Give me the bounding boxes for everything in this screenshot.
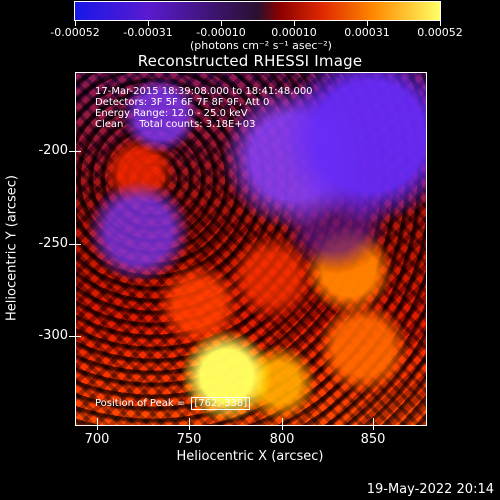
colorbar-tick	[221, 21, 222, 26]
peak-position: Position of Peak = [762,-338]	[95, 397, 251, 410]
colorbar-tick-label: 0.00031	[344, 26, 390, 39]
colorbar-tick-label: 0.00010	[271, 26, 317, 39]
rhessi-image	[75, 72, 427, 426]
x-tick	[189, 424, 190, 430]
colorbar-tick-label: -0.00031	[123, 26, 173, 39]
y-axis-title: Heliocentric Y (arcsec)	[4, 175, 20, 321]
y-tick-label: -250	[38, 236, 68, 251]
x-tick-label: 700	[84, 432, 110, 447]
peak-value: [762,-338]	[191, 397, 251, 410]
y-tick	[69, 336, 75, 337]
y-tick	[75, 244, 81, 245]
clean-total-counts: Clean Total counts: 3.18E+03	[95, 119, 256, 130]
x-tick	[373, 418, 374, 424]
y-tick-label: -200	[38, 143, 68, 158]
x-tick	[189, 418, 190, 424]
x-tick-label: 850	[360, 432, 386, 447]
colorbar-unit: (photons cm⁻² s⁻¹ asec⁻²)	[190, 39, 332, 52]
colorbar-tick	[294, 21, 295, 26]
colorbar	[75, 2, 440, 20]
colorbar-tick-label: 0.00052	[417, 26, 463, 39]
colorbar-tick	[440, 21, 441, 26]
x-axis-title: Heliocentric X (arcsec)	[176, 449, 324, 464]
peak-label: Position of Peak =	[95, 398, 186, 409]
colorbar-tick-label: -0.00010	[196, 26, 246, 39]
colorbar-tick	[367, 21, 368, 26]
detectors: Detectors: 3F 5F 6F 7F 8F 9F, Att 0	[95, 97, 270, 108]
image-title: Reconstructed RHESSI Image	[137, 52, 363, 70]
y-tick	[75, 336, 81, 337]
colorbar-tick	[75, 21, 76, 26]
colorbar-tick-label: -0.00052	[50, 26, 100, 39]
y-tick-label: -300	[38, 328, 68, 343]
x-tick	[282, 424, 283, 430]
y-tick	[69, 244, 75, 245]
timestamp: 19-May-2022 20:14	[366, 482, 494, 497]
x-tick	[373, 424, 374, 430]
y-tick	[69, 151, 75, 152]
x-tick-label: 750	[176, 432, 202, 447]
x-tick	[97, 424, 98, 430]
x-tick	[282, 418, 283, 424]
image-metadata: 17-Mar-2015 18:39:08.000 to 18:41:48.000…	[95, 86, 313, 130]
x-tick	[97, 418, 98, 424]
energy-range: Energy Range: 12.0 - 25.0 keV	[95, 108, 248, 119]
colorbar-tick	[148, 21, 149, 26]
time-range: 17-Mar-2015 18:39:08.000 to 18:41:48.000	[95, 86, 313, 97]
y-tick	[75, 151, 81, 152]
x-tick-label: 800	[269, 432, 295, 447]
